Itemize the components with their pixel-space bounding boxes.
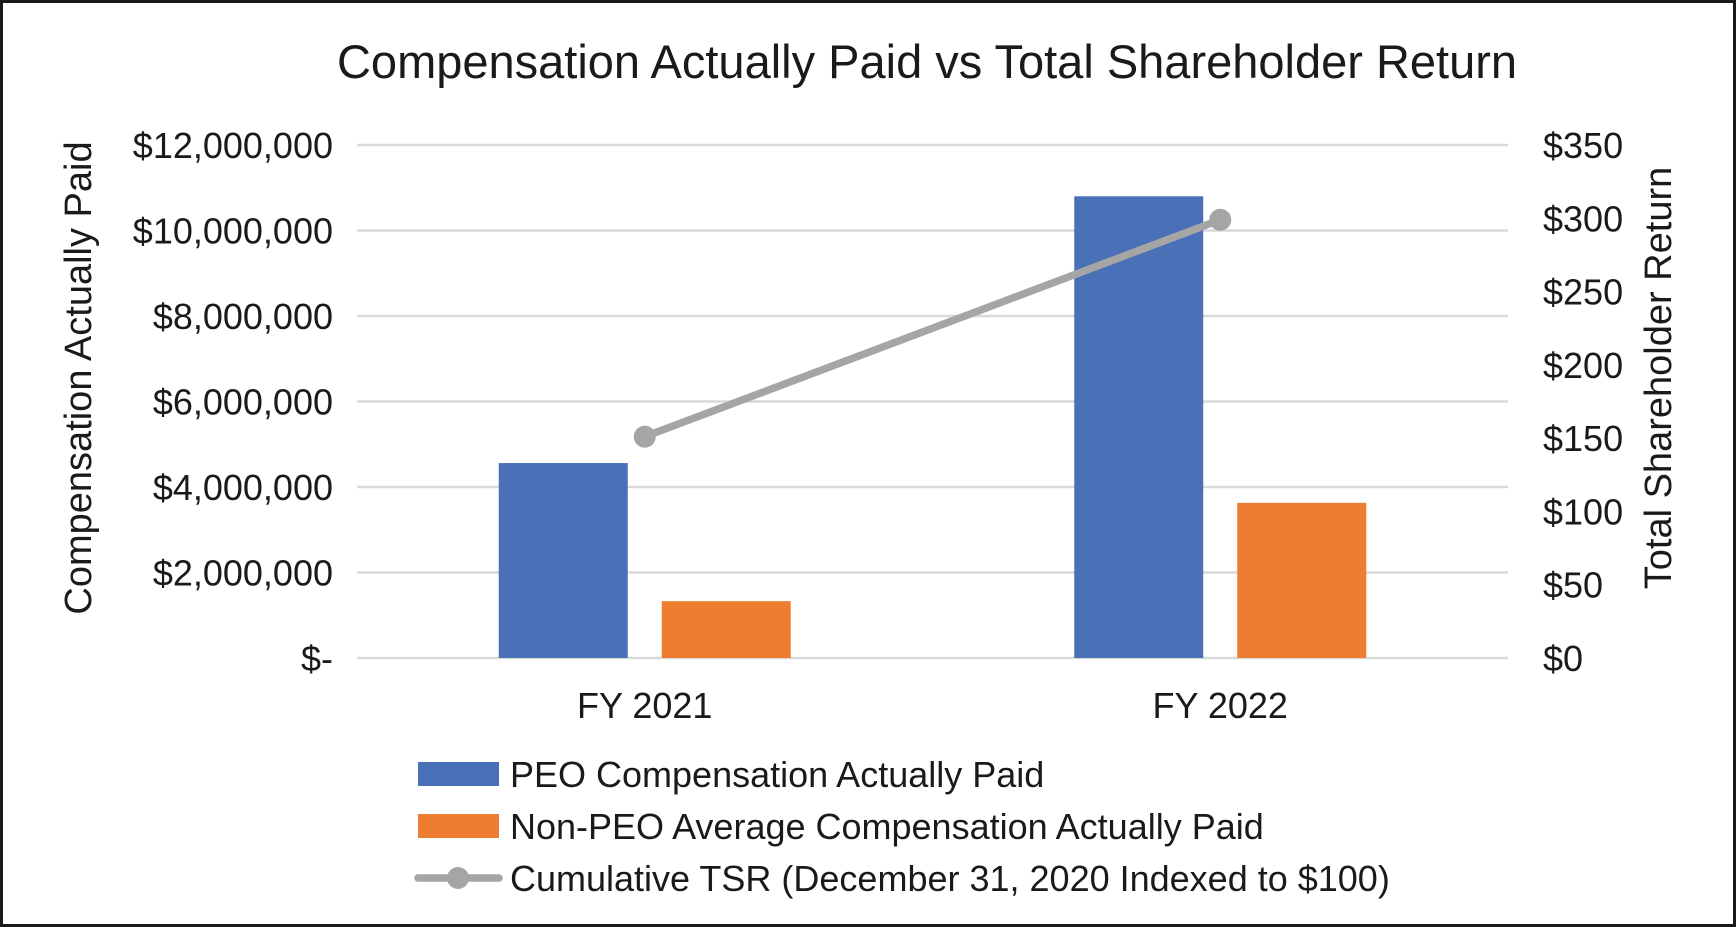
chart: Compensation Actually Paid vs Total Shar…: [58, 35, 1680, 899]
right-tick-label: $200: [1543, 345, 1623, 386]
right-tick-label: $250: [1543, 272, 1623, 313]
right-tick-label: $150: [1543, 418, 1623, 459]
bar-peo-fy-2021: [498, 463, 628, 658]
category-labels: FY 2021 FY 2022: [577, 685, 1288, 726]
right-axis-label: Total Shareholder Return: [1638, 167, 1680, 589]
legend-swatch-tsr-marker: [447, 867, 469, 889]
legend-swatch-non-peo: [418, 814, 499, 838]
right-axis-ticks: $0 $50 $100 $150 $200 $250 $300 $350: [1543, 125, 1623, 679]
bar-peo-fy-2022: [1074, 196, 1204, 659]
left-axis-label: Compensation Actually Paid: [58, 141, 100, 614]
legend-label: PEO Compensation Actually Paid: [510, 754, 1044, 795]
tsr-line-series: [633, 208, 1232, 448]
right-tick-label: $100: [1543, 491, 1623, 532]
right-tick-label: $50: [1543, 565, 1603, 606]
right-tick-label: $350: [1543, 125, 1623, 166]
legend-label: Cumulative TSR (December 31, 2020 Indexe…: [510, 858, 1390, 899]
bars: [498, 196, 1367, 659]
left-axis-ticks: $- $2,000,000 $4,000,000 $6,000,000 $8,000,0…: [133, 125, 333, 679]
left-tick-label: $4,000,000: [153, 467, 333, 508]
tsr-line: [641, 216, 1224, 441]
right-tick-label: $0: [1543, 638, 1583, 679]
left-tick-label: $12,000,000: [133, 125, 333, 166]
tsr-point-fy-2022: [1209, 208, 1232, 231]
left-tick-label: $2,000,000: [153, 553, 333, 594]
legend-swatch-peo: [418, 762, 499, 786]
legend-label: Non-PEO Average Compensation Actually Pa…: [510, 806, 1264, 847]
bar-non-peo-fy-2022: [1237, 502, 1367, 658]
bar-non-peo-fy-2021: [661, 601, 791, 658]
category-label: FY 2022: [1153, 685, 1288, 726]
legend: PEO Compensation Actually Paid Non-PEO Av…: [414, 754, 1390, 899]
chart-title: Compensation Actually Paid vs Total Shar…: [337, 35, 1517, 88]
left-tick-label: $8,000,000: [153, 296, 333, 337]
right-tick-label: $300: [1543, 198, 1623, 239]
left-tick-label: $10,000,000: [133, 211, 333, 252]
left-tick-label: $-: [301, 638, 333, 679]
category-label: FY 2021: [577, 685, 712, 726]
left-tick-label: $6,000,000: [153, 382, 333, 423]
tsr-point-fy-2021: [633, 425, 656, 448]
